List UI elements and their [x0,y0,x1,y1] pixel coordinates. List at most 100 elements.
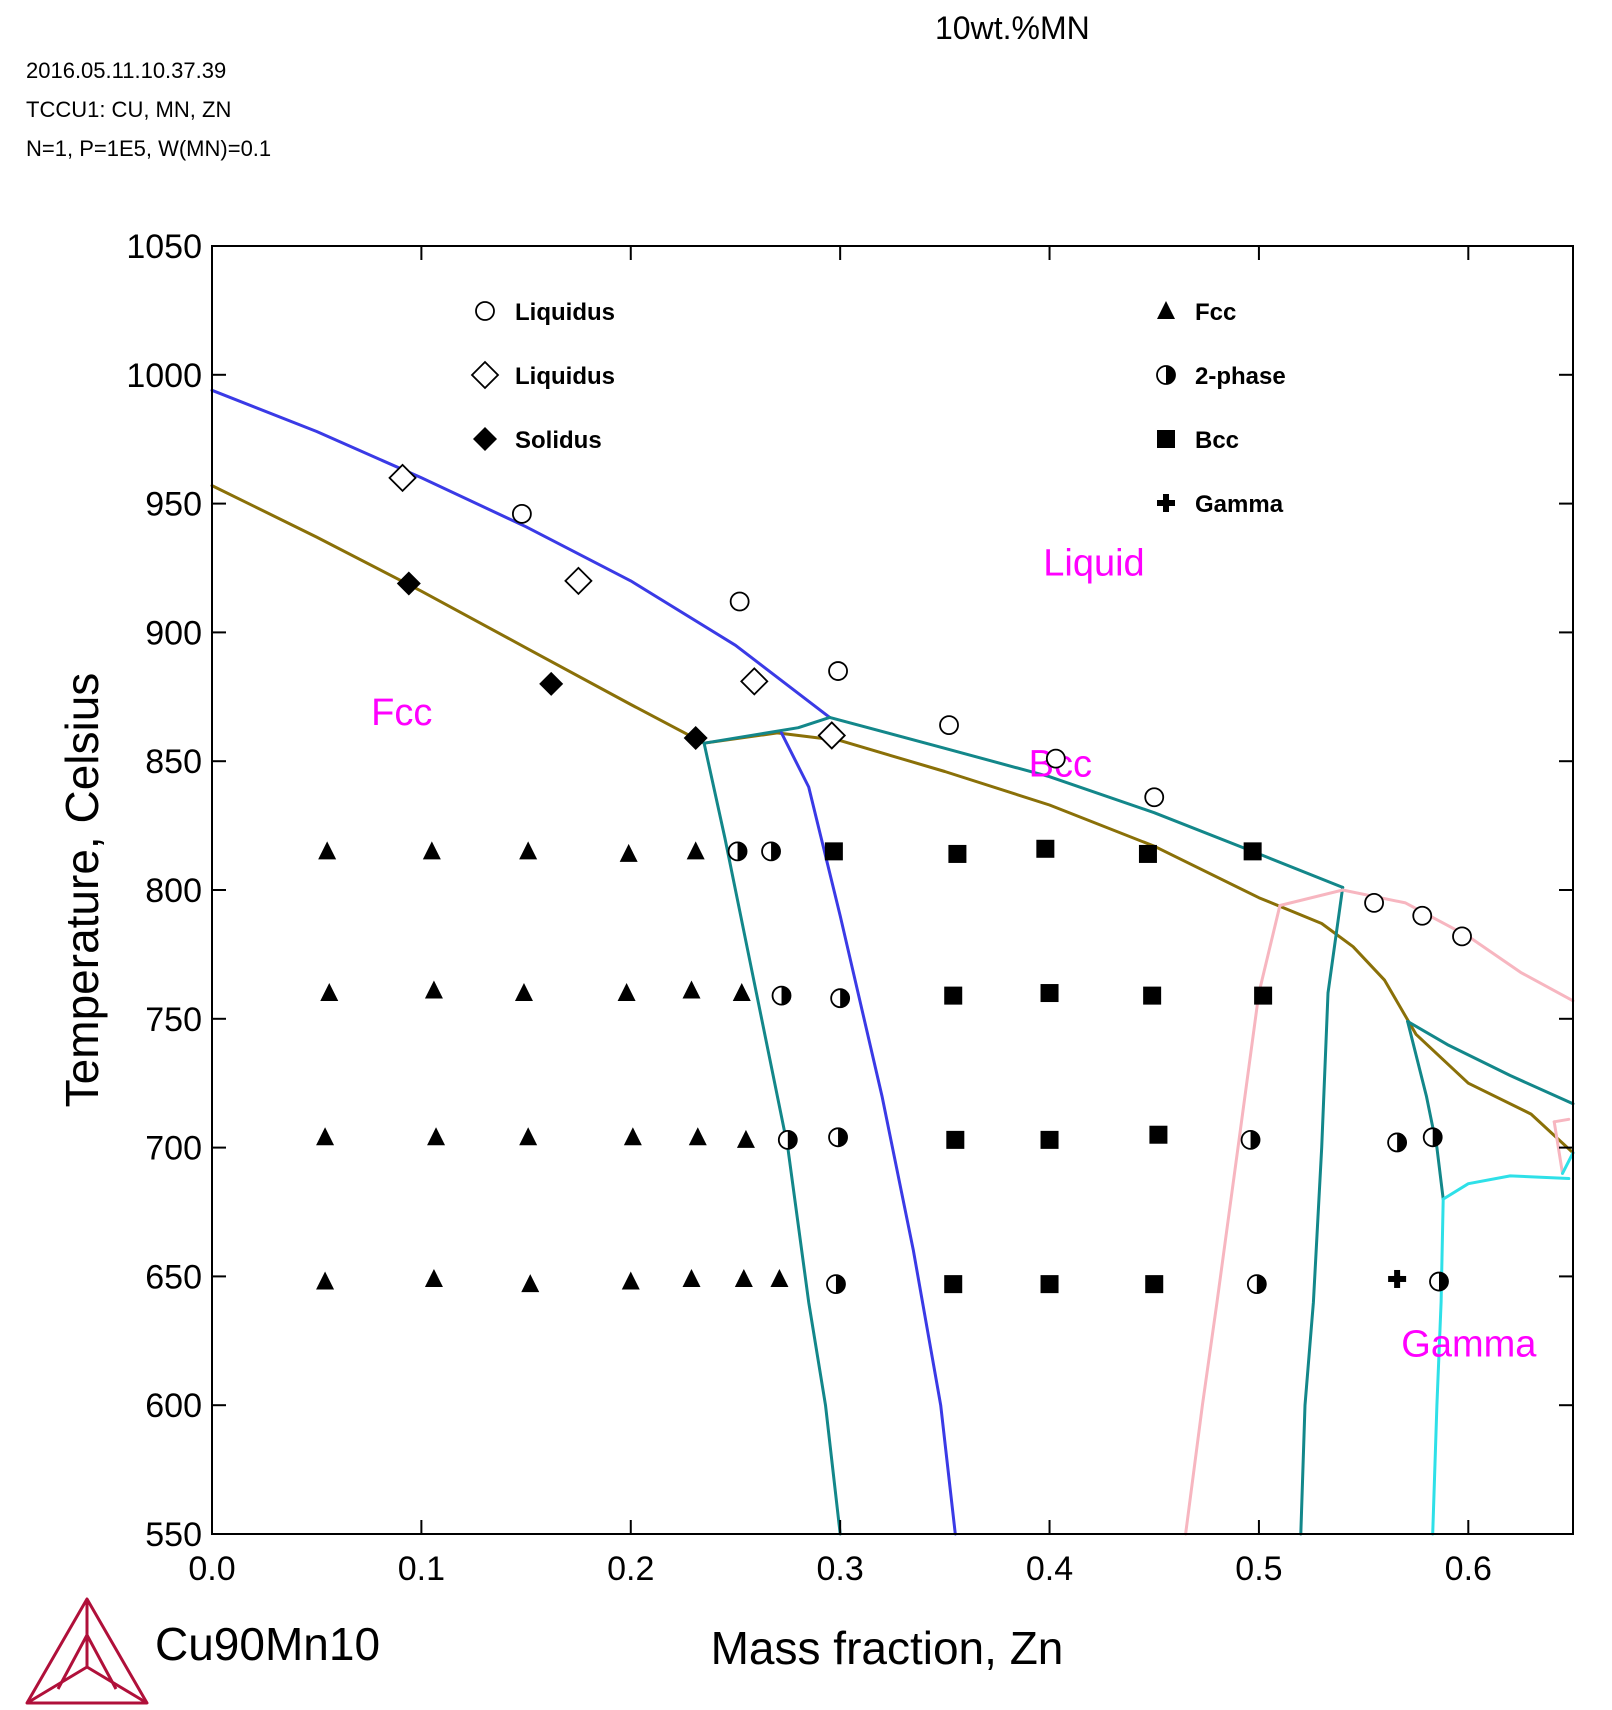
data-point-liquidus [729,591,750,612]
y-tick-label: 550 [145,1516,202,1554]
marker-shape [781,986,791,1005]
data-point-fcc [682,980,701,999]
marker-shape [320,983,339,1002]
marker-shape [824,842,843,861]
phase-line-8 [1406,1019,1575,1106]
data-point-liquidus [1144,787,1165,808]
data-point-solidus [683,726,708,751]
marker-shape [1149,1125,1168,1144]
data-point-fcc [770,1268,789,1287]
marker-shape [1397,1133,1407,1152]
x-tick-label: 0.4 [1026,1550,1073,1588]
data-point-bcc [1040,984,1059,1003]
marker-shape [682,980,701,999]
data-point-liquidus [564,566,593,596]
phase-line-4 [702,741,842,1536]
data-point-liquidus [511,504,532,524]
region-label-liquid: Liquid [1043,543,1144,585]
marker-shape [1045,748,1066,769]
data-markers [316,463,1472,1295]
data-point-liquidus [1412,905,1433,926]
data-point-2-phase [1240,1129,1261,1150]
marker-shape [835,1275,845,1294]
conditions-line: N=1, P=1E5, W(MN)=0.1 [26,136,272,161]
data-point-fcc [318,841,337,860]
data-point-fcc [519,1127,538,1146]
marker-shape [1452,926,1472,947]
data-point-2-phase [826,1274,846,1295]
marker-shape [944,986,963,1005]
data-point-bcc [944,1275,963,1294]
data-point-2-phase [1246,1274,1267,1295]
marker-shape [729,591,750,612]
thermo-calc-logo [25,1597,149,1705]
y-axis-label: Temperature, Celsius [56,673,108,1108]
phase-line-7 [1406,1019,1445,1201]
data-point-liquidus [939,715,959,736]
data-point-fcc [316,1127,335,1146]
data-point-fcc [688,1127,707,1146]
y-tick-label: 1050 [126,228,202,266]
data-point-2-phase [1429,1271,1449,1292]
x-tick-label: 0.2 [607,1550,654,1588]
data-point-bcc [944,986,963,1005]
y-tick-label: 650 [145,1258,202,1296]
y-tick-label: 850 [145,743,202,781]
data-point-bcc [1149,1125,1168,1144]
data-point-fcc [521,1274,540,1293]
marker-shape [682,1268,701,1287]
marker-shape [771,842,781,861]
x-axis-label: Mass fraction, Zn [711,1622,1064,1674]
data-point-2-phase [761,841,781,862]
marker-shape [396,571,421,596]
legend-marker [1157,301,1175,319]
footer-label: Cu90Mn10 [155,1618,381,1670]
marker-shape [514,983,533,1002]
data-point-liquidus [1452,926,1472,947]
marker-shape [734,1268,753,1287]
phase-line-12 [1552,1120,1564,1175]
data-point-bcc [1040,1130,1059,1149]
marker-shape [619,843,638,862]
marker-shape [939,715,959,736]
marker-shape [539,671,564,696]
data-point-fcc [424,1268,443,1287]
data-point-bcc [1138,844,1157,863]
data-point-fcc [422,841,441,860]
phase-line-1 [210,484,1575,1155]
marker-shape [1364,892,1384,913]
data-point-2-phase [727,841,748,862]
phase-line-14 [1431,1197,1445,1536]
legend-marker [470,360,500,390]
marker-shape [1144,787,1165,808]
data-point-fcc [623,1127,642,1146]
marker-shape [1040,1130,1059,1149]
marker-shape [318,841,337,860]
marker-shape [424,980,443,999]
legend-label: 2-phase [1195,363,1286,390]
marker-shape [1250,1130,1260,1149]
legend-label: Fcc [1195,299,1236,326]
data-point-2-phase [828,1127,848,1148]
legend-label: Solidus [515,427,602,454]
data-point-bcc [1254,986,1273,1005]
marker-shape [732,983,751,1002]
data-point-liquidus [740,667,769,696]
marker-shape [948,844,967,863]
marker-shape [424,1268,443,1287]
marker-shape [511,504,532,524]
calc-timestamp: 2016.05.11.10.37.39 [26,58,227,83]
data-point-fcc [519,841,538,860]
marker-shape [817,721,847,750]
legend-label: Bcc [1195,427,1239,454]
legend-marker [1156,365,1176,385]
marker-shape [316,1271,335,1290]
marker-shape [427,1127,446,1146]
marker-shape [621,1271,640,1290]
data-point-fcc [514,983,533,1002]
marker-shape [1157,430,1175,448]
phase-line-13 [1441,1174,1571,1201]
database-line: TCCU1: CU, MN, ZN [26,97,232,122]
x-tick-label: 0.5 [1235,1550,1282,1588]
